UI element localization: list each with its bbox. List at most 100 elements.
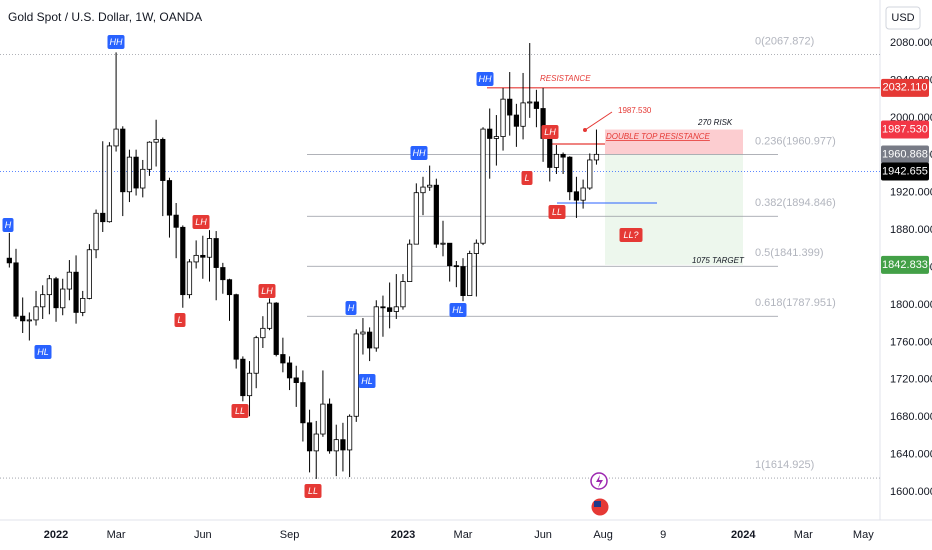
candle-body — [73, 271, 79, 313]
candle-body — [513, 114, 519, 127]
candle-body — [306, 422, 313, 452]
pivot-badge — [192, 215, 210, 229]
candle-body — [186, 261, 193, 296]
candle-body — [460, 266, 466, 296]
price-pill-label: 1987.530 — [882, 123, 928, 135]
x-tick-label: Mar — [107, 529, 126, 541]
candle-body — [340, 439, 346, 451]
x-tick-label: Jun — [534, 529, 552, 541]
candle-body — [213, 238, 219, 268]
x-tick-label: 2024 — [731, 529, 756, 541]
candle-body — [40, 294, 46, 308]
pivot-badge — [345, 301, 357, 315]
target-text: 1075 TARGET — [692, 256, 745, 265]
candle-body — [80, 297, 86, 313]
candle-body — [487, 128, 493, 139]
price-pill — [881, 120, 929, 139]
candle-body — [13, 262, 19, 317]
candle-body — [113, 128, 119, 147]
price-pill-label: 1942.655 — [882, 165, 928, 177]
currency-button[interactable] — [885, 6, 921, 30]
price-pill-label: 1842.833 — [882, 259, 928, 271]
candle-body — [346, 415, 353, 451]
candle-body — [367, 331, 373, 349]
candle-body — [280, 354, 286, 364]
candle-body — [300, 382, 306, 424]
candle-body — [6, 257, 12, 264]
event-bolt — [596, 475, 603, 488]
candle-body — [320, 403, 326, 435]
candle-body — [447, 242, 453, 267]
double-top-text: DOUBLE TOP RESISTANCE — [606, 132, 711, 141]
candle-body — [520, 102, 526, 127]
candle-body — [220, 267, 226, 281]
pivot-label: H — [348, 303, 355, 313]
candle-body — [587, 159, 593, 189]
candle-body — [473, 242, 479, 254]
pivot-label: LL — [235, 406, 245, 416]
pivot-label: LH — [544, 127, 556, 137]
candle-body — [246, 372, 253, 397]
y-tick-label: 1600.000 — [890, 486, 932, 498]
candle-body — [400, 281, 406, 308]
pivot-label: LL? — [623, 230, 638, 240]
chart-title: Gold Spot / U.S. Dollar, 1W, OANDA — [8, 10, 202, 24]
candle-body — [273, 302, 279, 355]
pivot-label: L — [524, 173, 529, 183]
candle-body — [266, 302, 273, 329]
pivot-badge — [231, 404, 249, 418]
pivot-badge — [34, 345, 52, 359]
fib-label: 0(2067.872) — [755, 35, 814, 47]
candle-body — [26, 319, 32, 322]
y-tick-label: 1920.000 — [890, 187, 932, 199]
currency-label[interactable]: USD — [891, 12, 914, 24]
pivot-label: HH — [413, 148, 426, 158]
candle-body — [427, 184, 433, 188]
candle-body — [353, 333, 359, 417]
candle-body — [166, 180, 173, 216]
pivot-badge — [548, 205, 566, 219]
candle-body — [480, 128, 486, 244]
x-tick-label: Jun — [194, 529, 212, 541]
y-tick-label: 1800.000 — [890, 299, 932, 311]
pivot-badge — [107, 35, 125, 49]
x-tick-label: 2022 — [44, 529, 68, 541]
pivot-badge — [476, 72, 494, 86]
candle-body — [226, 279, 233, 296]
candle-body — [333, 439, 339, 452]
pivot-badge — [304, 484, 322, 498]
fib-label: 0.382(1894.846) — [755, 197, 836, 209]
target-zone — [605, 154, 743, 265]
candle-body — [407, 243, 413, 282]
candle-body — [567, 156, 573, 193]
candle-body — [46, 278, 52, 296]
pivot-badge — [2, 218, 14, 232]
note-dot — [583, 128, 587, 132]
candle-body — [580, 187, 586, 201]
y-tick-label: 1720.000 — [890, 374, 932, 386]
candle-body — [533, 101, 540, 109]
pivot-badge — [410, 146, 428, 160]
x-tick-label: Sep — [280, 529, 300, 541]
x-tick-label: Aug — [593, 529, 613, 541]
candle-body — [133, 156, 139, 189]
price-pill — [881, 162, 929, 181]
candle-body — [106, 145, 113, 223]
candle-body — [326, 403, 333, 452]
fib-label: 0.5(1841.399) — [755, 247, 824, 259]
price-pill-label: 2032.110 — [882, 82, 927, 94]
price-pill-label: 1960.868 — [882, 148, 928, 160]
candle-body — [53, 278, 59, 309]
x-tick-label: 9 — [660, 529, 666, 541]
note-text: 1987.530 — [618, 106, 652, 115]
candle-body — [260, 327, 266, 339]
x-tick-label: Mar — [454, 529, 473, 541]
fib-label: 0.236(1960.977) — [755, 135, 836, 147]
pivot-label: HH — [479, 74, 492, 84]
candle-body — [573, 191, 580, 201]
candle-body — [100, 212, 106, 223]
fib-label: 0.618(1787.951) — [755, 297, 836, 309]
candle-body — [420, 186, 426, 194]
candle-body — [433, 184, 439, 245]
